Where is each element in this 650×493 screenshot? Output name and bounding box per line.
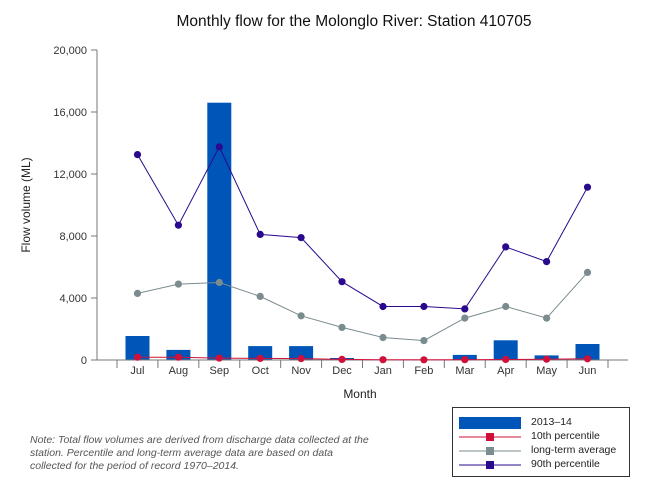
bar-oct (248, 346, 273, 360)
y-tick-label: 16,000 (53, 107, 87, 119)
point-long-term-average-nov (297, 312, 305, 320)
point-long-term-average-jun (583, 268, 592, 276)
point-long-term-average-feb (420, 337, 428, 345)
x-tick-label-may: May (536, 365, 557, 377)
legend-label-long-term-average: long-term average (531, 444, 617, 456)
legend-item-10th-percentile: 10th percentile (453, 430, 629, 444)
chart-title: Monthly flow for the Molonglo River: Sta… (177, 13, 532, 30)
point-long-term-average-dec (338, 323, 346, 331)
bar-apr (493, 340, 518, 360)
point-90th-percentile-oct (256, 230, 264, 238)
series-line-90th-percentile (137, 145, 588, 310)
point-long-term-average-mar (461, 314, 469, 322)
x-tick-label-aug: Aug (169, 365, 189, 377)
legend-label-10th-percentile: 10th percentile (531, 430, 600, 442)
point-90th-percentile-feb (420, 302, 428, 311)
legend-swatch-90th (459, 461, 521, 469)
point-10th-percentile-may (543, 355, 551, 363)
y-tick-label: 4,000 (59, 293, 87, 305)
legend-label-2013-14: 2013–14 (531, 416, 572, 428)
legend-label-90th-percentile: 90th percentile (531, 458, 600, 470)
legend-swatch-bar (459, 417, 521, 429)
lines-layer (133, 143, 592, 364)
point-90th-percentile-nov (297, 234, 305, 242)
point-long-term-average-apr (502, 302, 510, 311)
point-10th-percentile-aug (174, 353, 182, 361)
x-tick-label-apr: Apr (497, 365, 514, 377)
point-10th-percentile-jan (379, 356, 387, 364)
x-tick-label-dec: Dec (332, 365, 352, 377)
x-tick-label-jun: Jun (579, 365, 597, 377)
point-10th-percentile-dec (338, 355, 346, 363)
point-90th-percentile-dec (338, 278, 346, 286)
point-10th-percentile-sep (215, 354, 223, 362)
series-line-10th-percentile (137, 356, 588, 361)
point-10th-percentile-oct (256, 354, 264, 362)
point-10th-percentile-feb (420, 356, 428, 364)
x-tick-label-sep: Sep (210, 365, 230, 377)
point-10th-percentile-apr (502, 355, 510, 364)
x-axis-label: Month (343, 387, 376, 401)
x-tick-label-oct: Oct (252, 365, 269, 377)
legend-item-90th-percentile: 90th percentile (453, 458, 629, 472)
axes-layer: 0 4,000 8,000 12,000 16,000 20,000 Jul Aug Sep Oc… (53, 45, 628, 377)
point-long-term-average-jul (133, 289, 142, 297)
x-tick-label-nov: Nov (291, 365, 311, 377)
bars-layer (125, 102, 600, 360)
point-90th-percentile-sep (215, 143, 223, 151)
series-line-long-term-average (137, 272, 588, 342)
point-90th-percentile-apr (502, 243, 510, 251)
y-tick-label: 20,000 (53, 45, 87, 57)
point-long-term-average-sep (215, 278, 223, 287)
legend-swatch-10th (459, 433, 521, 441)
bar-sep (207, 102, 232, 360)
point-90th-percentile-jul (133, 151, 142, 159)
y-tick-label: 0 (81, 355, 87, 367)
point-10th-percentile-nov (297, 355, 305, 363)
legend: 2013–14 10th percentile long-term averag… (452, 407, 630, 477)
y-axis-label: Flow volume (ML) (19, 157, 33, 252)
footnote: Note: Total flow volumes are derived fro… (30, 434, 369, 472)
legend-item-long-term-average: long-term average (453, 444, 629, 458)
point-90th-percentile-jun (583, 183, 592, 191)
bar-jun (575, 344, 600, 360)
point-10th-percentile-mar (461, 356, 469, 364)
x-tick-label-feb: Feb (414, 365, 433, 377)
x-tick-label-jan: Jan (374, 365, 392, 377)
y-tick-label: 12,000 (53, 169, 87, 181)
point-long-term-average-oct (256, 292, 264, 300)
point-10th-percentile-jun (583, 355, 592, 363)
point-long-term-average-aug (174, 280, 182, 288)
y-tick-label: 8,000 (59, 231, 87, 243)
legend-swatch-average (459, 447, 521, 455)
point-long-term-average-jan (379, 333, 387, 342)
x-tick-label-jul: Jul (130, 365, 144, 377)
point-long-term-average-may (543, 314, 551, 322)
point-10th-percentile-jul (133, 353, 142, 361)
legend-item-2013-14: 2013–14 (453, 416, 629, 430)
x-tick-label-mar: Mar (455, 365, 474, 377)
point-90th-percentile-jan (379, 302, 387, 311)
bar-nov (289, 346, 314, 360)
point-90th-percentile-mar (461, 305, 469, 313)
point-90th-percentile-aug (174, 221, 182, 229)
point-90th-percentile-may (543, 258, 551, 266)
